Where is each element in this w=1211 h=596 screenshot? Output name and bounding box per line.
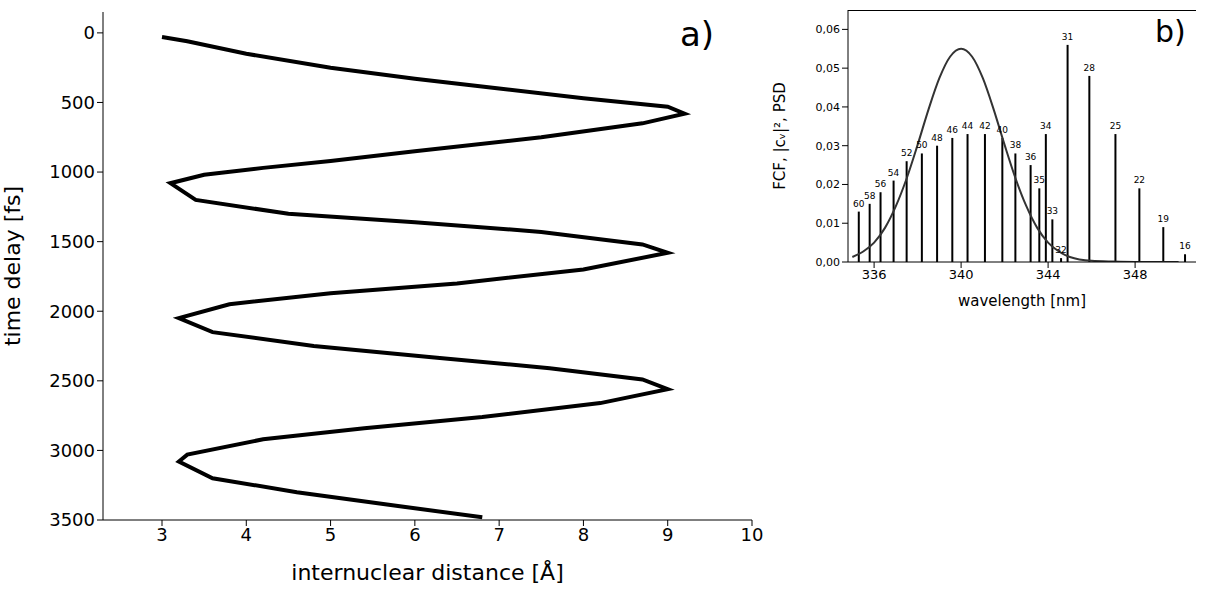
svg-text:36: 36 — [1025, 152, 1037, 162]
svg-text:3: 3 — [156, 524, 167, 545]
svg-text:52: 52 — [901, 148, 912, 158]
svg-text:31: 31 — [1062, 32, 1073, 42]
svg-text:16: 16 — [1179, 241, 1191, 251]
svg-text:9: 9 — [662, 524, 673, 545]
svg-text:7: 7 — [493, 524, 504, 545]
svg-text:56: 56 — [875, 179, 887, 189]
svg-text:35: 35 — [1034, 175, 1045, 185]
svg-text:19: 19 — [1158, 214, 1170, 224]
svg-text:340: 340 — [949, 267, 974, 282]
svg-text:0: 0 — [84, 22, 95, 43]
svg-text:4: 4 — [241, 524, 252, 545]
svg-text:3500: 3500 — [49, 509, 95, 530]
svg-text:6: 6 — [409, 524, 420, 545]
svg-text:28: 28 — [1084, 63, 1096, 73]
svg-text:1000: 1000 — [49, 161, 95, 182]
svg-text:336: 336 — [862, 267, 887, 282]
svg-text:40: 40 — [997, 125, 1009, 135]
svg-text:8: 8 — [578, 524, 589, 545]
svg-text:0,06: 0,06 — [816, 23, 841, 36]
svg-text:60: 60 — [853, 198, 865, 209]
svg-text:38: 38 — [1010, 140, 1022, 150]
svg-text:32: 32 — [1055, 245, 1066, 255]
svg-text:5: 5 — [325, 524, 336, 545]
svg-text:FCF, |cᵥ|², PSD: FCF, |cᵥ|², PSD — [771, 82, 789, 190]
svg-text:1500: 1500 — [49, 231, 95, 252]
html-text:b): b) — [1155, 14, 1186, 49]
svg-text:2000: 2000 — [49, 301, 95, 322]
svg-text:46: 46 — [947, 125, 959, 135]
svg-text:33: 33 — [1047, 206, 1058, 216]
svg-text:22: 22 — [1134, 175, 1145, 185]
svg-text:348: 348 — [1123, 267, 1148, 282]
svg-text:54: 54 — [888, 168, 900, 178]
html-text:a): a) — [680, 14, 715, 54]
svg-text:0,02: 0,02 — [816, 178, 841, 191]
svg-text:internuclear distance [Å]: internuclear distance [Å] — [291, 559, 563, 585]
svg-text:48: 48 — [931, 133, 943, 143]
svg-text:3000: 3000 — [49, 440, 95, 461]
svg-text:58: 58 — [864, 191, 876, 201]
svg-text:0,05: 0,05 — [816, 62, 841, 75]
svg-text:wavelength [nm]: wavelength [nm] — [958, 292, 1086, 310]
svg-text:50: 50 — [916, 140, 928, 150]
svg-text:0,01: 0,01 — [816, 217, 841, 230]
svg-text:500: 500 — [61, 92, 95, 113]
svg-text:344: 344 — [1036, 267, 1061, 282]
svg-text:0,03: 0,03 — [816, 140, 841, 153]
svg-text:25: 25 — [1110, 121, 1121, 131]
svg-text:2500: 2500 — [49, 370, 95, 391]
svg-text:44: 44 — [962, 121, 974, 131]
svg-text:time delay [fs]: time delay [fs] — [0, 186, 25, 346]
svg-text:0,00: 0,00 — [816, 256, 841, 269]
svg-text:34: 34 — [1040, 121, 1052, 131]
svg-text:0,04: 0,04 — [816, 101, 841, 114]
svg-text:42: 42 — [979, 121, 990, 131]
svg-text:10: 10 — [741, 524, 764, 545]
